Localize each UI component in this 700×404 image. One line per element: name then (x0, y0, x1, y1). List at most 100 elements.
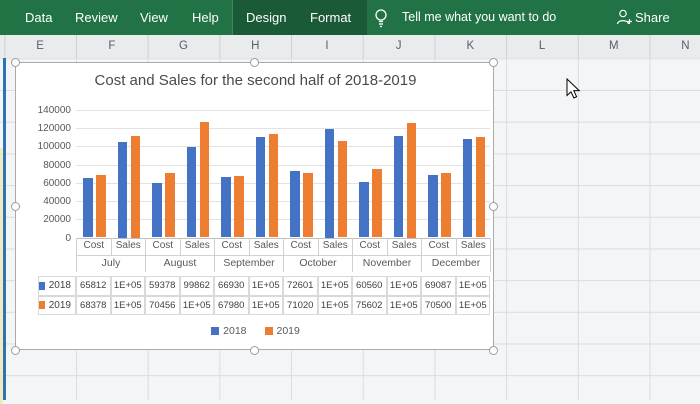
tab-design[interactable]: Design (246, 10, 287, 25)
bar-2018-October-Sales[interactable] (324, 129, 334, 238)
plot-gridline (76, 164, 490, 166)
bar-2019-November-Cost[interactable] (372, 168, 382, 238)
table-cell: 72601 (283, 276, 318, 296)
mouse-cursor (566, 78, 581, 99)
x-axis-subcategory-label: Cost (283, 238, 318, 255)
column-header-N[interactable]: N (681, 40, 690, 52)
pane-divider-line (2, 58, 6, 400)
chart-title[interactable]: Cost and Sales for the second half of 20… (94, 72, 417, 89)
chart-resize-handle[interactable] (489, 201, 498, 211)
bar-2018-November-Cost[interactable] (359, 182, 369, 238)
bar-2019-July-Sales[interactable] (130, 135, 140, 238)
y-axis-tick-label: 100000 (37, 141, 71, 153)
x-axis-subcategory-label: Sales (248, 238, 284, 255)
table-cell: 1E+05 (455, 276, 490, 296)
bar-2018-September-Cost[interactable] (221, 176, 231, 238)
column-header-I[interactable]: I (325, 40, 329, 52)
bar-2018-August-Sales[interactable] (186, 146, 196, 238)
table-cell: 1E+05 (455, 295, 490, 315)
column-header-E[interactable]: E (36, 40, 44, 52)
legend-swatch (264, 327, 273, 335)
x-axis-subcategory-label: Cost (352, 238, 387, 255)
bar-2019-November-Sales[interactable] (406, 122, 416, 238)
bar-2018-October-Cost[interactable] (290, 171, 300, 238)
column-header-G[interactable]: G (179, 40, 188, 52)
bar-2019-December-Sales[interactable] (475, 137, 485, 238)
share-button[interactable]: Share (635, 10, 670, 25)
y-axis-tick-label: 80000 (43, 159, 71, 171)
table-cell: 65812 (76, 276, 111, 296)
table-series-key-2018: 2018 (37, 276, 76, 296)
bar-2018-August-Cost[interactable] (152, 183, 162, 238)
ribbon: Data Review View Help Design Format Tell… (0, 0, 700, 35)
tab-data[interactable]: Data (25, 10, 53, 25)
plot-gridline (76, 182, 490, 184)
column-header-M[interactable]: M (608, 40, 619, 52)
chart-resize-handle[interactable] (489, 57, 498, 67)
plot-gridline (76, 110, 490, 111)
x-axis-border (490, 238, 491, 255)
tab-view[interactable]: View (140, 10, 168, 25)
tab-format[interactable]: Format (310, 10, 352, 25)
chart-resize-handle[interactable] (11, 57, 20, 67)
x-axis-subcategory-label: Sales (455, 238, 491, 255)
column-header-F[interactable]: F (108, 40, 116, 52)
x-axis-subcategory-label: Sales (110, 238, 146, 255)
x-axis-subcategory-label: Cost (214, 238, 249, 255)
chart-resize-handle[interactable] (11, 345, 20, 355)
x-axis-subcategory-label: Sales (386, 238, 422, 255)
table-cell: 66930 (214, 276, 249, 296)
x-axis-subcategory-label: Cost (76, 238, 111, 255)
bar-2018-November-Sales[interactable] (393, 136, 403, 238)
chart-resize-handle[interactable] (250, 57, 259, 67)
tab-help[interactable]: Help (192, 10, 219, 25)
table-cell: 1E+05 (317, 276, 352, 296)
table-cell: 1E+05 (317, 295, 352, 315)
tell-me-box[interactable]: Tell me what you want to do (402, 10, 557, 24)
column-header-J[interactable]: J (395, 40, 402, 52)
chart-resize-handle[interactable] (11, 201, 20, 211)
table-cell: 1E+05 (386, 276, 421, 296)
table-cell: 59378 (145, 276, 180, 296)
table-series-key-2019: 2019 (37, 295, 76, 315)
table-cell: 99862 (179, 276, 214, 296)
bar-2018-July-Sales[interactable] (117, 141, 127, 238)
table-cell: 1E+05 (110, 276, 145, 296)
tab-review[interactable]: Review (75, 10, 118, 25)
y-axis-tick-label: 60000 (43, 177, 71, 189)
bar-2019-September-Sales[interactable] (268, 133, 278, 238)
legend-item-2019[interactable]: 2019 (264, 325, 300, 337)
bar-2019-September-Cost[interactable] (234, 175, 244, 238)
bar-2018-September-Sales[interactable] (255, 137, 265, 238)
legend-item-2018[interactable]: 2018 (211, 325, 247, 337)
x-axis-month-label: October (283, 255, 352, 272)
chart-legend[interactable]: 2018 2019 (16, 325, 495, 337)
chart-object[interactable]: Cost and Sales for the second half of 20… (15, 62, 494, 350)
table-cell: 1E+05 (248, 276, 283, 296)
bar-2019-December-Cost[interactable] (441, 173, 451, 238)
column-header-K[interactable]: K (466, 40, 475, 52)
column-headers: E F G H I J K L M N (0, 35, 700, 59)
chart-tools-contextual-group (232, 0, 367, 35)
y-axis-tick-label: 40000 (43, 196, 71, 208)
bar-2019-July-Cost[interactable] (96, 175, 106, 238)
bar-2019-October-Sales[interactable] (337, 140, 347, 238)
bar-2019-August-Cost[interactable] (165, 173, 175, 238)
column-header-H[interactable]: H (251, 40, 260, 52)
x-axis-month-label: November (352, 255, 421, 272)
chart-resize-handle[interactable] (250, 345, 259, 355)
table-cell: 1E+05 (179, 295, 214, 315)
chart-resize-handle[interactable] (489, 345, 498, 355)
bar-2019-August-Sales[interactable] (199, 121, 209, 238)
x-axis-subcategory-label: Cost (145, 238, 180, 255)
bar-2019-October-Cost[interactable] (303, 172, 313, 238)
legend-key-swatch (38, 281, 45, 290)
x-axis-month-label: August (145, 255, 214, 272)
column-header-L[interactable]: L (538, 40, 546, 52)
bar-2018-December-Sales[interactable] (462, 139, 472, 238)
table-cell: 69087 (421, 276, 456, 296)
plot-gridline (76, 146, 490, 148)
y-axis-tick-label: 20000 (43, 214, 71, 226)
bar-2018-December-Cost[interactable] (428, 174, 438, 238)
bar-2018-July-Cost[interactable] (83, 177, 93, 238)
